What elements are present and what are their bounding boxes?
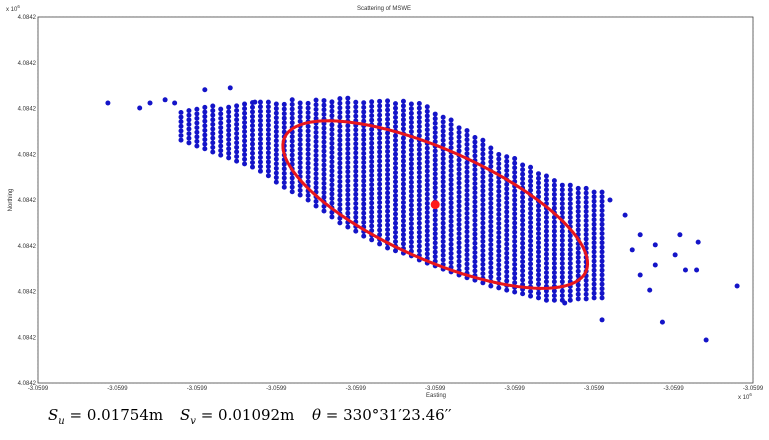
x-tick-label: -3.0599 — [584, 386, 605, 392]
y-tick-label: 4.0842 — [18, 61, 37, 67]
caption-item: θ = 330°31′23.46′′ — [312, 406, 452, 424]
y-tick-label: 4.0842 — [18, 152, 37, 158]
y-tick-label: 4.0842 — [18, 15, 37, 21]
caption-var: S — [180, 406, 190, 424]
point — [622, 212, 628, 218]
caption-text: = 0.01754m — [65, 406, 163, 424]
x-tick-label: -3.0599 — [425, 386, 446, 392]
y-axis-label: Northing — [8, 189, 14, 212]
point — [652, 242, 658, 248]
caption-sub: u — [58, 416, 64, 427]
x-exponent: x 106 — [738, 392, 752, 401]
point — [599, 317, 605, 323]
point — [252, 99, 258, 105]
x-tick-label: -3.0599 — [187, 386, 208, 392]
point — [703, 337, 709, 343]
caption-text: = 330°31′23.46′′ — [321, 406, 452, 424]
chart-title: Scattering of MSWE — [357, 6, 411, 12]
x-tick-label: -3.0599 — [743, 386, 764, 392]
y-tick-label: 4.0842 — [18, 290, 37, 296]
point — [629, 247, 635, 253]
x-tick-label: -3.0599 — [663, 386, 684, 392]
exponent-power: 6 — [749, 392, 752, 397]
exponent-base: x 10 — [6, 7, 18, 13]
exponent-power: 6 — [17, 4, 20, 9]
point — [105, 100, 111, 106]
point — [672, 252, 678, 258]
point — [162, 97, 168, 103]
point — [607, 197, 613, 203]
point — [677, 232, 683, 238]
y-tick-label: 4.0842 — [18, 244, 37, 250]
point — [172, 100, 178, 106]
exponent-base: x 10 — [738, 395, 750, 401]
point — [137, 105, 143, 111]
x-tick-label: -3.0599 — [107, 386, 128, 392]
point — [659, 319, 665, 325]
point — [682, 267, 688, 273]
point — [147, 100, 153, 106]
point — [647, 287, 653, 293]
caption-text: = 0.01092m — [196, 406, 294, 424]
point — [637, 232, 643, 238]
caption-item: Su = 0.01754m — [48, 406, 163, 427]
y-tick-label: 4.0842 — [18, 381, 37, 387]
point — [734, 283, 740, 289]
caption-var: θ — [312, 406, 321, 424]
x-tick-label: -3.0599 — [28, 386, 49, 392]
y-exponent: x 106 — [6, 4, 20, 13]
x-tick-label: -3.0599 — [504, 386, 525, 392]
mean-point — [430, 200, 440, 210]
point — [202, 87, 208, 93]
y-tick-label: 4.0842 — [18, 335, 37, 341]
caption-var: S — [48, 406, 58, 424]
point — [652, 262, 658, 268]
point — [637, 272, 643, 278]
y-tick-label: 4.0842 — [18, 107, 37, 113]
x-tick-label: -3.0599 — [346, 386, 367, 392]
caption-sub: v — [190, 416, 196, 427]
error-ellipse — [281, 119, 590, 290]
x-tick-label: -3.0599 — [266, 386, 287, 392]
caption-item: Sv = 0.01092m — [180, 406, 294, 427]
point — [695, 239, 701, 245]
y-tick-label: 4.0842 — [18, 198, 37, 204]
caption: Su = 0.01754m Sv = 0.01092m θ = 330°31′23.… — [48, 406, 452, 427]
point — [227, 85, 233, 91]
point — [694, 267, 700, 273]
point — [562, 300, 568, 306]
x-axis-label: Easting — [426, 393, 446, 399]
